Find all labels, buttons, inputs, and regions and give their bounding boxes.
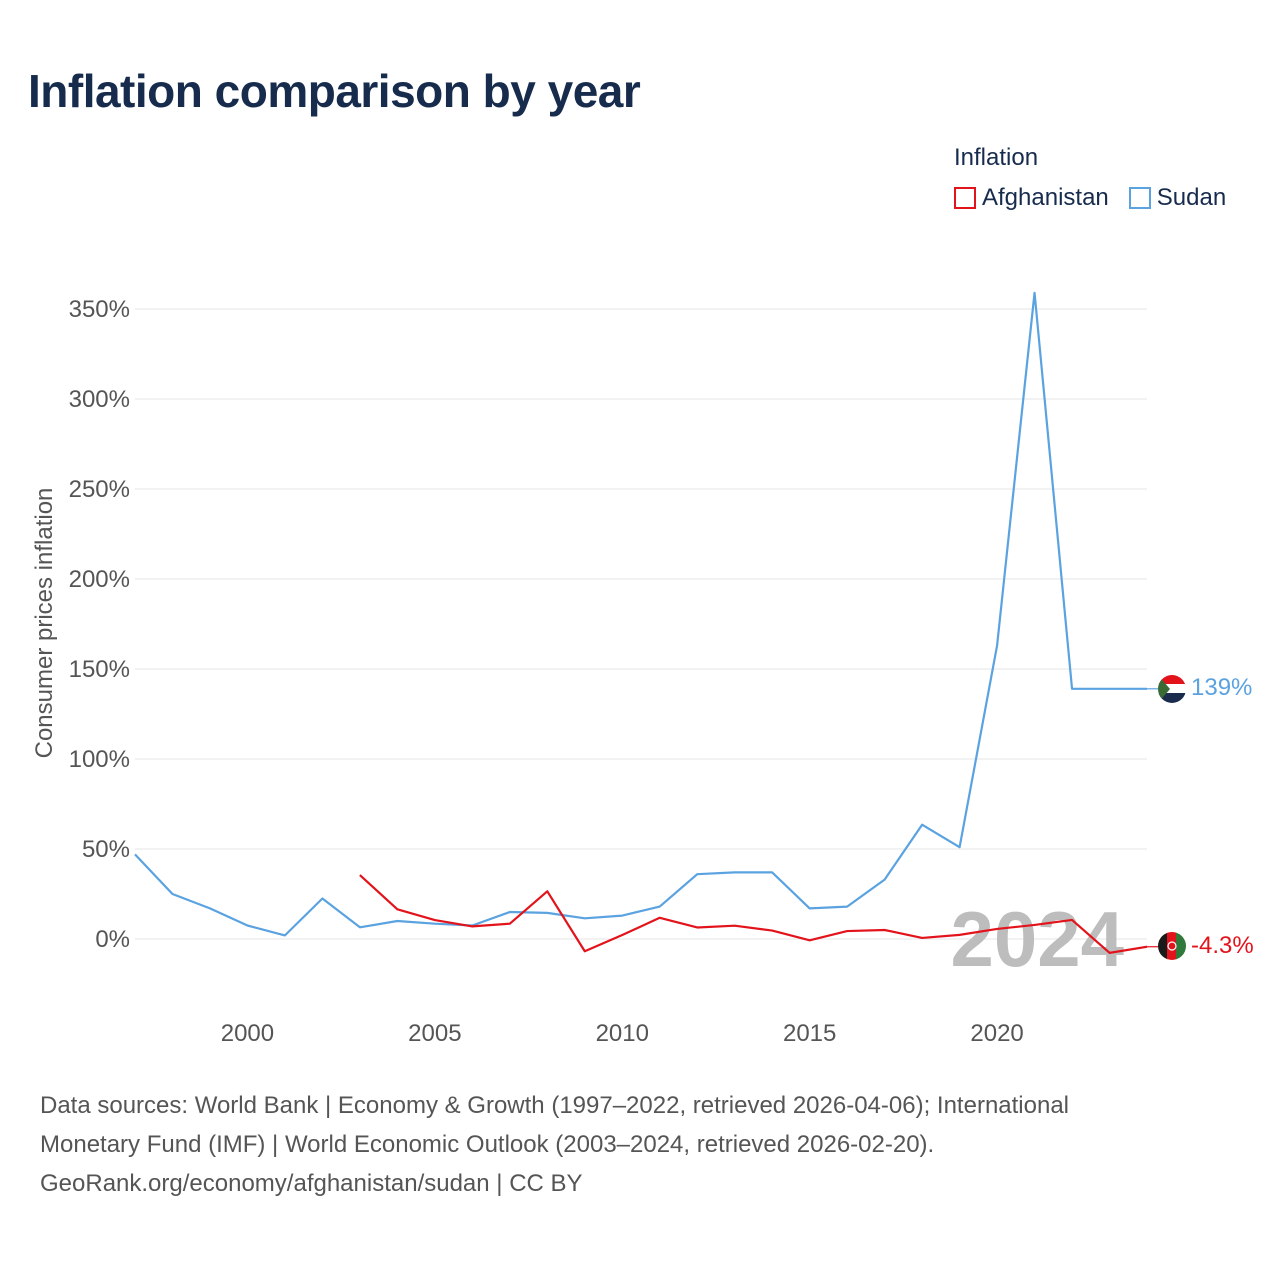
end-value-label-sudan: 139% [1191, 674, 1252, 701]
y-tick-label: 300% [69, 386, 130, 413]
series-line-afghanistan [359, 874, 1148, 954]
year-watermark: 2024 [950, 895, 1124, 983]
legend-label-sudan: Sudan [1156, 184, 1227, 211]
legend-item-sudan[interactable]: Sudan [1128, 184, 1227, 212]
x-tick-label: 2005 [408, 1020, 461, 1047]
end-value-label-afghanistan: -4.3% [1191, 932, 1254, 959]
chart-title: Inflation comparison by year [28, 65, 641, 117]
legend-label-afghanistan: Afghanistan [982, 184, 1109, 211]
source-line: Data sources: World Bank | Economy & Gro… [40, 1092, 1070, 1119]
chart-area: 2024 0% 50% 100% 150% 200% 250% 300% 350% 2000 20… [31, 291, 1254, 1047]
y-axis-label: Consumer prices inflation [31, 488, 58, 759]
y-tick-label: 250% [69, 476, 130, 503]
x-tick-label: 2015 [783, 1020, 836, 1047]
y-tick-label: 150% [69, 656, 130, 683]
legend-item-afghanistan[interactable]: Afghanistan [954, 184, 1109, 212]
legend: Inflation Afghanistan Sudan [954, 144, 1226, 212]
y-tick-label: 50% [82, 836, 130, 863]
y-tick-label: 100% [69, 746, 130, 773]
data-sources: Data sources: World Bank | Economy & Gro… [40, 1086, 1240, 1203]
sudan-swatch-icon [1128, 187, 1151, 209]
y-tick-label: 0% [95, 926, 130, 953]
y-tick-label: 200% [69, 566, 130, 593]
afghanistan-swatch-icon [954, 187, 976, 209]
afghanistan-flag-icon [1158, 932, 1186, 960]
x-tick-label: 2000 [221, 1020, 274, 1047]
series-line-sudan [134, 291, 1147, 937]
source-line: Monetary Fund (IMF) | World Economic Out… [40, 1131, 935, 1158]
sudan-flag-icon [1158, 675, 1186, 703]
x-tick-label: 2010 [596, 1020, 649, 1047]
legend-title: Inflation [954, 144, 1039, 171]
source-line[interactable]: GeoRank.org/economy/afghanistan/sudan | … [40, 1170, 583, 1197]
x-tick-label: 2020 [970, 1020, 1023, 1047]
y-tick-label: 350% [69, 296, 130, 323]
